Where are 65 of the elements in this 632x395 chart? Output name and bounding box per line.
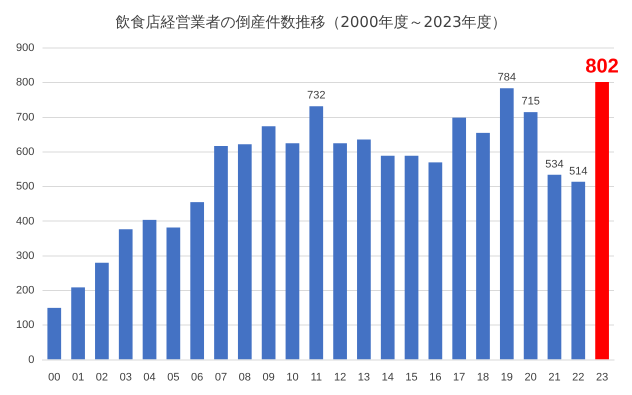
bar bbox=[571, 182, 586, 360]
y-tick-label: 500 bbox=[16, 180, 34, 193]
bar bbox=[404, 156, 418, 360]
x-tick-label: 03 bbox=[120, 371, 132, 384]
y-tick-label: 100 bbox=[16, 319, 34, 332]
bar bbox=[524, 112, 538, 360]
bar bbox=[286, 143, 300, 360]
x-tick-label: 02 bbox=[96, 371, 108, 384]
x-tick-label: 08 bbox=[238, 371, 251, 384]
x-tick-label: 05 bbox=[167, 371, 180, 384]
x-tick-label: 07 bbox=[214, 371, 228, 384]
y-tick-label: 700 bbox=[16, 111, 34, 124]
x-tick-label: 22 bbox=[572, 371, 584, 384]
data-label: 802 bbox=[585, 55, 619, 78]
y-tick-label: 800 bbox=[16, 76, 34, 89]
y-tick-label: 0 bbox=[28, 354, 34, 366]
bar bbox=[71, 287, 85, 360]
bar bbox=[500, 88, 514, 360]
x-tick-label: 16 bbox=[429, 371, 442, 384]
chart-title: 飲食店経営業者の倒産件数推移（2000年度～2023年度） bbox=[115, 12, 507, 31]
bar bbox=[118, 229, 133, 360]
bar bbox=[476, 132, 490, 360]
bar bbox=[47, 308, 62, 360]
x-tick-label: 11 bbox=[310, 371, 322, 384]
x-tick-label: 00 bbox=[48, 371, 60, 384]
bar bbox=[428, 162, 442, 360]
x-tick-label: 04 bbox=[143, 371, 156, 384]
bar bbox=[357, 139, 371, 360]
x-tick-label: 18 bbox=[476, 371, 490, 384]
x-tick-label: 21 bbox=[548, 371, 561, 384]
y-tick-label: 400 bbox=[16, 215, 34, 228]
x-tick-label: 10 bbox=[286, 371, 299, 384]
bar bbox=[95, 262, 109, 360]
x-tick-label: 06 bbox=[191, 371, 204, 384]
x-tick-label: 14 bbox=[382, 371, 394, 384]
x-tick-label: 13 bbox=[358, 371, 370, 384]
bar bbox=[142, 220, 156, 360]
bar bbox=[595, 82, 609, 360]
bar bbox=[238, 144, 252, 360]
bar bbox=[214, 146, 228, 360]
y-tick-label: 200 bbox=[16, 284, 34, 297]
x-tick-label: 09 bbox=[262, 371, 275, 384]
data-label: 732 bbox=[307, 90, 326, 102]
x-tick-label: 17 bbox=[453, 371, 466, 384]
x-tick-label: 20 bbox=[524, 371, 537, 384]
data-label: 715 bbox=[521, 96, 540, 108]
x-tick-label: 12 bbox=[334, 371, 346, 384]
bar bbox=[309, 106, 324, 360]
y-tick-label: 600 bbox=[16, 146, 34, 158]
x-tick-label: 19 bbox=[500, 371, 513, 384]
x-tick-label: 23 bbox=[596, 371, 608, 384]
bar bbox=[262, 126, 276, 360]
bar bbox=[190, 202, 204, 360]
data-label: 534 bbox=[545, 158, 564, 170]
x-tick-label: 01 bbox=[72, 371, 84, 384]
bar bbox=[166, 227, 180, 360]
data-label: 514 bbox=[569, 165, 588, 178]
data-label: 784 bbox=[498, 72, 516, 84]
bar bbox=[380, 156, 395, 360]
y-tick-label: 900 bbox=[16, 42, 34, 54]
bar bbox=[548, 174, 562, 360]
y-tick-label: 300 bbox=[16, 250, 34, 262]
x-tick-label: 15 bbox=[405, 371, 418, 384]
bar bbox=[333, 143, 347, 360]
bar bbox=[452, 118, 466, 360]
